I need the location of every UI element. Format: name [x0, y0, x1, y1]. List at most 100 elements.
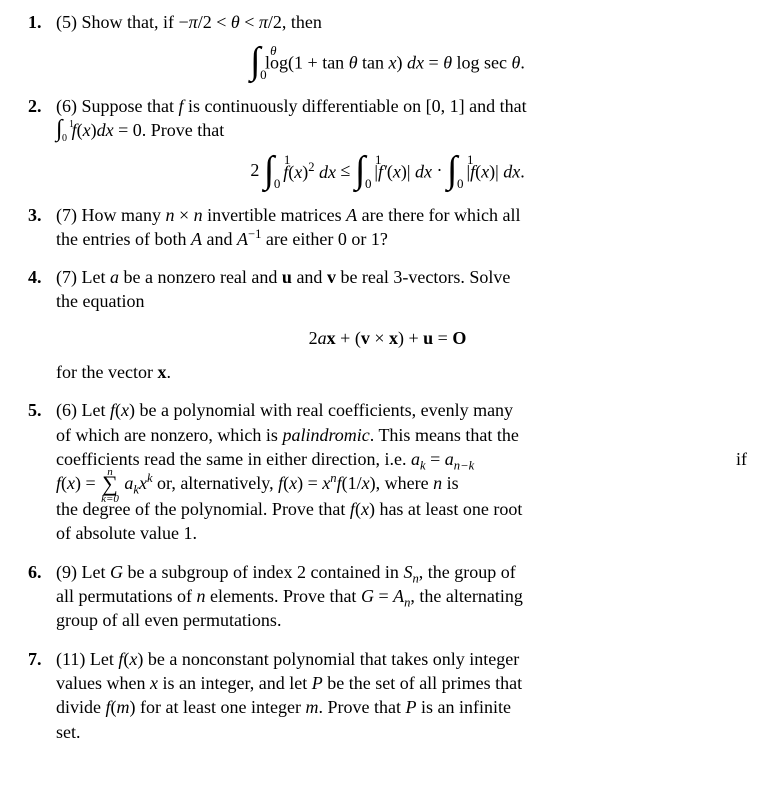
- p2-inline: f(x)dx = 0. Prove that: [67, 120, 224, 140]
- p4-t3: and: [292, 267, 327, 287]
- p5-line3: coefficients read the same in either dir…: [56, 447, 747, 471]
- p1-integrand: log(1 + tan θ tan x) dx = θ log sec θ.: [265, 53, 525, 73]
- p3-line2: the entries of both A and A−1 are either…: [56, 227, 747, 251]
- p3-l2c: are either 0 or 1?: [261, 229, 387, 249]
- p5-f3: f: [278, 473, 283, 493]
- p1-t1: Show that, if −: [82, 12, 189, 32]
- p2-int3-lo: 0: [457, 175, 464, 193]
- p5-x4: x: [362, 473, 370, 493]
- p7-x1: x: [129, 649, 137, 669]
- p4-x2: x: [389, 328, 398, 348]
- p1-int-lo: 0: [260, 66, 267, 84]
- p5-sum: ∑ n k=0: [102, 473, 118, 497]
- p3-l2a: the entries of both: [56, 229, 191, 249]
- p1-points: (5): [56, 12, 77, 32]
- p7-l2a: values when: [56, 673, 150, 693]
- p2-int2-up: 1: [375, 151, 382, 169]
- p1-fa: log(1 + tan: [265, 53, 349, 73]
- p5-f1: f: [110, 400, 115, 420]
- p5-f1x: (1/: [342, 473, 362, 493]
- p5-x1: x: [121, 400, 129, 420]
- p5-l4e: is: [442, 473, 459, 493]
- p5-l2b: . This means that the: [370, 425, 519, 445]
- p7-m1: m: [117, 697, 130, 717]
- p5-f5: f: [350, 499, 355, 519]
- p2-int0-up: 1: [69, 118, 74, 132]
- p4-O: O: [452, 328, 466, 348]
- problem-2-head: 2. (6) Suppose that f is continuously di…: [28, 94, 747, 118]
- p2-int1-up: 1: [284, 151, 291, 169]
- p4-t4: be real 3-vectors. Solve: [336, 267, 510, 287]
- p5-t2: be a polynomial with real coefficients, …: [135, 400, 513, 420]
- p4-t2: be a nonzero real and: [119, 267, 282, 287]
- p7-l3d: is an infinite: [416, 697, 510, 717]
- problem-5: 5. (6) Let f(x) be a polynomial with rea…: [28, 398, 747, 546]
- p2-a4: |: [495, 162, 499, 182]
- p5-xk: x: [139, 473, 147, 493]
- problem-7: 7. (11) Let f(x) be a nonconstant polyno…: [28, 647, 747, 744]
- p5-sum-lo: k=0: [101, 492, 119, 507]
- p7-P2: P: [405, 697, 416, 717]
- p1-int-sym: ∫: [250, 46, 260, 76]
- p3-A3: A: [237, 229, 248, 249]
- p4-formula: 2ax + (v × x) + u = O: [28, 326, 747, 350]
- p7-line4: set.: [56, 720, 747, 744]
- p5-eq1: =: [426, 449, 445, 469]
- p5-pal: palindromic: [282, 425, 369, 445]
- problem-3-head: 3. (7) How many n × n invertible matrice…: [28, 203, 747, 227]
- problem-7-head: 7. (11) Let f(x) be a nonconstant polyno…: [28, 647, 747, 671]
- p5-l4d: ), where: [370, 473, 433, 493]
- p5-l2a: of which are nonzero, which is: [56, 425, 282, 445]
- p2-x2: x: [294, 162, 302, 182]
- p4-eq: =: [433, 328, 452, 348]
- problem-1-head: 1. (5) Show that, if −π/2 < θ < π/2, the…: [28, 10, 747, 34]
- problem-4: 4. (7) Let a be a nonzero real and u and…: [28, 265, 747, 384]
- p1-fd: =: [424, 53, 443, 73]
- p5-line4: f(x) = ∑ n k=0 akxk or, alternatively, f…: [56, 471, 747, 497]
- p2-leq: ≤: [341, 160, 355, 180]
- p2-int3: ∫ 1 0: [447, 155, 457, 188]
- p3-t1: How many: [82, 205, 166, 225]
- p7-l3a: divide: [56, 697, 106, 717]
- p2-points: (6): [56, 96, 77, 116]
- problem-7-body: (11) Let f(x) be a nonconstant polynomia…: [56, 647, 747, 671]
- p6-l2a: all permutations of: [56, 586, 196, 606]
- problem-6-num: 6.: [28, 560, 56, 584]
- p1-fb: tan: [358, 53, 389, 73]
- problem-5-num: 5.: [28, 398, 56, 422]
- p2-a2: |: [407, 162, 411, 182]
- p6-line2: all permutations of n elements. Prove th…: [56, 584, 747, 608]
- p7-t2: be a nonconstant polynomial that takes o…: [143, 649, 519, 669]
- problem-5-head: 5. (6) Let f(x) be a polynomial with rea…: [28, 398, 747, 422]
- p2-int3-up: 1: [467, 151, 474, 169]
- p3-A1: A: [346, 205, 357, 225]
- p5-ak2: a: [124, 473, 133, 493]
- p5-points: (6): [56, 400, 77, 420]
- p7-P1: P: [312, 673, 323, 693]
- p4-t1: Let: [82, 267, 111, 287]
- p2-int2: ∫ 1 0: [355, 155, 365, 188]
- p2-formula: 2 ∫ 1 0 f(x)2 dx ≤ ∫ 1 0 |f′(x)| dx · ∫ …: [28, 155, 747, 188]
- p6-t1: Let: [82, 562, 111, 582]
- problem-2-num: 2.: [28, 94, 56, 118]
- p7-f1: f: [118, 649, 123, 669]
- p4-closing: for the vector x.: [56, 360, 747, 384]
- p2-cdot: ·: [437, 160, 448, 180]
- p4-a: a: [110, 267, 119, 287]
- p2-dx3: dx: [415, 162, 432, 182]
- problem-7-num: 7.: [28, 647, 56, 671]
- p6-t3: , the group of: [419, 562, 516, 582]
- p5-f2: f: [56, 473, 61, 493]
- problem-4-body: (7) Let a be a nonzero real and u and v …: [56, 265, 747, 289]
- p1-t2: /2 <: [198, 12, 231, 32]
- p3-tm: ×: [175, 205, 194, 225]
- p7-l3c: . Prove that: [318, 697, 405, 717]
- p7-l3b: for at least one integer: [136, 697, 306, 717]
- problem-2: 2. (6) Suppose that f is continuously di…: [28, 94, 747, 189]
- p5-t1: Let: [82, 400, 111, 420]
- p2-pre: 2: [250, 160, 264, 180]
- p2-sq: 2: [308, 160, 314, 174]
- p3-l2b: and: [202, 229, 237, 249]
- p3-points: (7): [56, 205, 77, 225]
- p5-line2: of which are nonzero, which is palindrom…: [56, 423, 747, 447]
